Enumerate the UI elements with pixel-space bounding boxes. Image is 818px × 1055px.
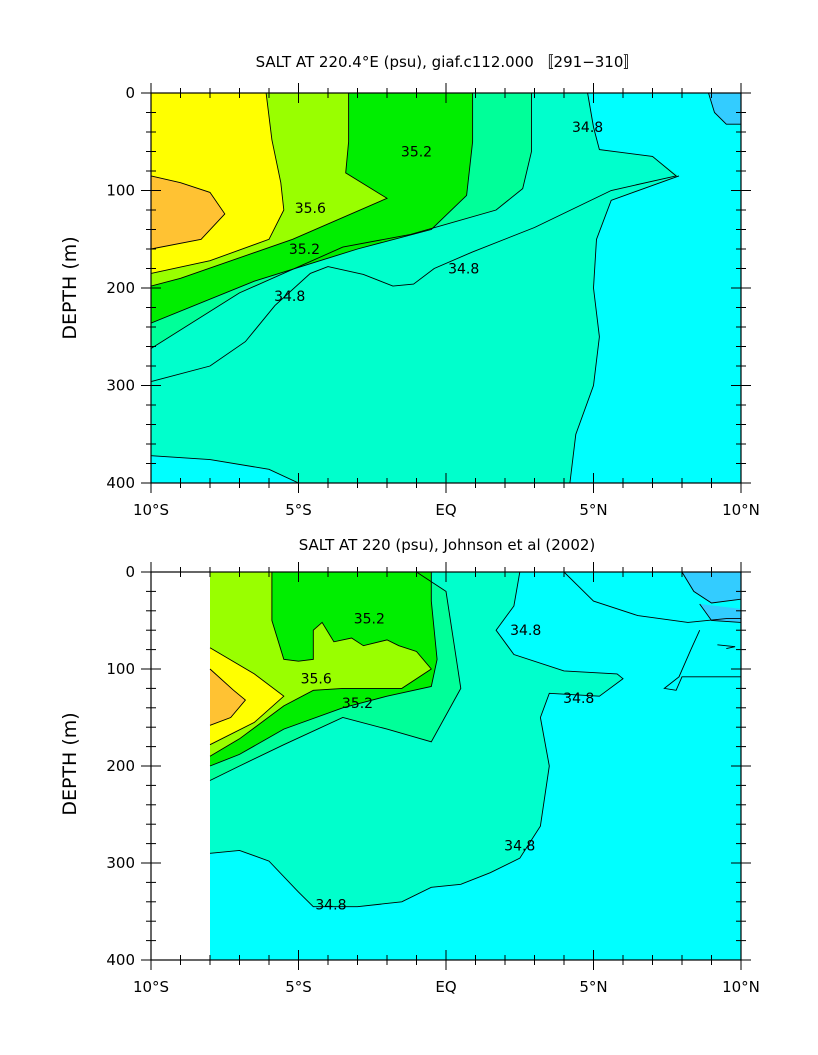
- lower-panel: SALT AT 220 (psu), Johnson et al (2002) …: [59, 536, 760, 996]
- lower-contour-line-6: [563, 572, 741, 623]
- lower-plot-area: 35.2 35.6 35.2 34.8 34.8 34.8 34.8 10°S 5°S EQ 5°N…: [106, 562, 760, 996]
- upper-y-tick-label-4: 400: [106, 474, 135, 492]
- lower-contour-line-10: [699, 603, 741, 623]
- lower-x-tick-label-4: 10°N: [722, 978, 760, 996]
- lower-axis-ticks: [141, 562, 751, 970]
- upper-contour-label-4: 34.8: [274, 289, 305, 305]
- upper-x-tick-label-2: EQ: [435, 501, 456, 519]
- lower-contour-label-4: 34.8: [563, 691, 594, 707]
- lower-contour-label-3: 34.8: [510, 623, 541, 639]
- upper-contour-line-6: [569, 175, 680, 483]
- upper-x-tick-label-1: 5°S: [285, 501, 312, 519]
- upper-contour-line-5: [151, 93, 678, 383]
- lower-contour-line-9: [681, 572, 741, 604]
- upper-band-below-34-8-0: [540, 93, 741, 483]
- upper-x-tick-label-0: 10°S: [133, 501, 169, 519]
- lower-x-tick-label-3: 5°N: [579, 978, 607, 996]
- upper-contour-line-7: [151, 455, 299, 483]
- lower-contour-line-1: [209, 647, 285, 746]
- upper-contour-line-2: [151, 93, 388, 287]
- lower-x-tick-label-1: 5°S: [285, 978, 312, 996]
- upper-plot-area: 35.6 35.2 35.2 34.8 34.8 34.8 10°S 5°S EQ 5°N 10°N…: [106, 83, 760, 519]
- lower-contour-line-8: [717, 644, 736, 650]
- lower-band-patch-lowest-0: [682, 572, 741, 603]
- upper-x-tick-label-3: 5°N: [579, 501, 607, 519]
- lower-contour-line-2: [209, 572, 432, 757]
- lower-x-tick-label-0: 10°S: [133, 978, 169, 996]
- upper-band-patch-lowest-0: [708, 93, 741, 125]
- upper-contour-line-4: [151, 93, 532, 349]
- lower-y-tick-label-1: 100: [106, 660, 135, 678]
- upper-contour-line-1: [151, 93, 285, 274]
- lower-x-tick-label-2: EQ: [435, 978, 456, 996]
- lower-contour-line-0: [209, 668, 247, 726]
- lower-y-axis-title: DEPTH (m): [59, 712, 81, 815]
- lower-contour-label-5: 34.8: [504, 839, 535, 855]
- upper-contour-label-0: 35.6: [295, 201, 326, 217]
- upper-contour-label-5: 34.8: [448, 262, 479, 278]
- lower-band-below-34-8-0: [210, 572, 741, 960]
- lower-contour-line-5: [209, 572, 624, 908]
- upper-contour-label-3: 34.8: [572, 120, 603, 136]
- lower-y-tick-label-4: 400: [106, 951, 135, 969]
- lower-band-above-35-8-0: [210, 669, 246, 726]
- upper-axis-ticks: [141, 83, 751, 493]
- upper-y-tick-label-3: 300: [106, 377, 135, 395]
- upper-x-tick-label-4: 10°N: [722, 501, 760, 519]
- upper-chart-title: SALT AT 220.4°E (psu), giaf.c112.000 〚29…: [256, 53, 639, 71]
- upper-band-above-35-8-0: [151, 175, 225, 249]
- lower-contour-line-7: [663, 630, 741, 691]
- upper-y-tick-label-0: 0: [125, 84, 135, 102]
- lower-y-tick-label-3: 300: [106, 854, 135, 872]
- upper-panel: SALT AT 220.4°E (psu), giaf.c112.000 〚29…: [59, 53, 760, 519]
- lower-chart-title: SALT AT 220 (psu), Johnson et al (2002): [299, 536, 596, 554]
- upper-band-below-34-8-1: [151, 455, 299, 483]
- upper-contour-line-8: [708, 93, 741, 125]
- upper-contour-line-0: [151, 175, 226, 250]
- lower-y-tick-label-0: 0: [125, 563, 135, 581]
- lower-contour-label-6: 34.8: [315, 898, 346, 914]
- upper-y-tick-label-1: 100: [106, 182, 135, 200]
- upper-y-tick-label-2: 200: [106, 279, 135, 297]
- lower-contour-line-3: [209, 572, 438, 767]
- lower-contour-line-4: [209, 572, 462, 781]
- lower-y-tick-label-2: 200: [106, 757, 135, 775]
- lower-contour-label-0: 35.2: [354, 612, 385, 628]
- upper-contour-label-1: 35.2: [401, 145, 432, 161]
- lower-band-35-6-35-8-0: [210, 647, 284, 745]
- upper-contour-label-2: 35.2: [289, 242, 320, 258]
- upper-contour-line-3: [151, 93, 474, 324]
- upper-y-axis-title: DEPTH (m): [59, 236, 81, 339]
- lower-contour-label-1: 35.6: [301, 672, 332, 688]
- lower-contour-label-2: 35.2: [342, 696, 373, 712]
